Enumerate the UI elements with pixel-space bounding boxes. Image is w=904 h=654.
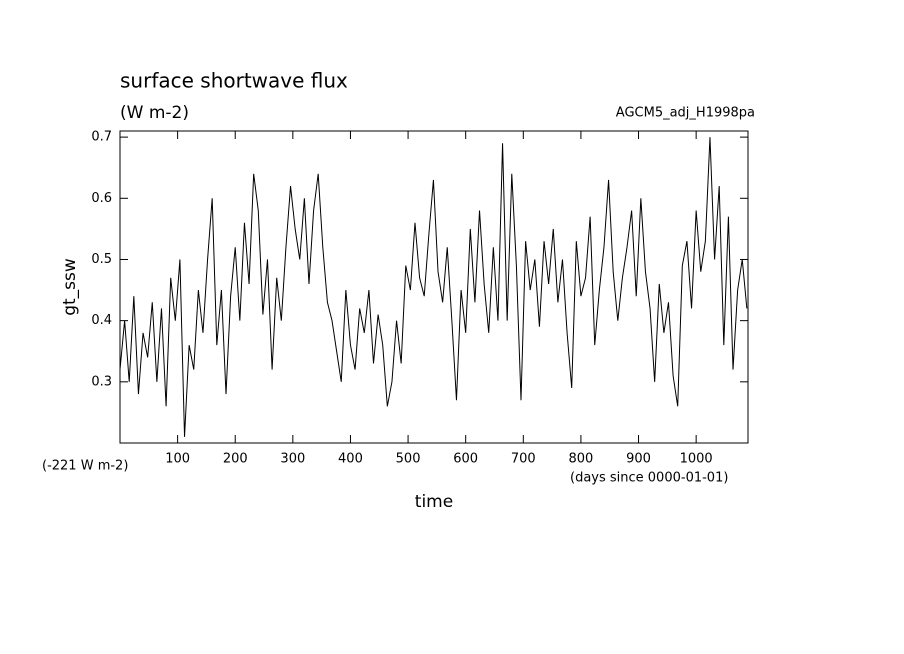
x-tick-label: 1000 — [680, 452, 713, 467]
x-tick-label: 100 — [165, 452, 190, 467]
y-tick-label: 0.3 — [91, 374, 112, 389]
annotation: AGCM5_adj_H1998pa — [616, 106, 755, 121]
y-tick-label: 0.4 — [91, 313, 112, 328]
chart-subtitle: (W m-2) — [120, 103, 189, 123]
x-tick-label: 200 — [223, 452, 248, 467]
x-tick-label: 400 — [338, 452, 363, 467]
y-axis-label: gt_ssw — [60, 258, 80, 316]
x-tick-label: 900 — [626, 452, 651, 467]
x-tick-label: 700 — [511, 452, 536, 467]
chart-title: surface shortwave flux — [120, 69, 348, 93]
data-line — [119, 137, 748, 437]
x-tick-label: 600 — [453, 452, 478, 467]
offset-note: (-221 W m-2) — [42, 459, 128, 474]
plot-frame — [119, 130, 749, 444]
x-unit: (days since 0000-01-01) — [570, 471, 728, 486]
y-tick-label: 0.5 — [91, 252, 112, 267]
x-tick-label: 300 — [280, 452, 305, 467]
x-tick-label: 500 — [396, 452, 421, 467]
x-tick-label: 800 — [569, 452, 594, 467]
x-axis-label: time — [415, 492, 453, 512]
y-tick-label: 0.7 — [91, 130, 112, 145]
y-tick-label: 0.6 — [91, 191, 112, 206]
